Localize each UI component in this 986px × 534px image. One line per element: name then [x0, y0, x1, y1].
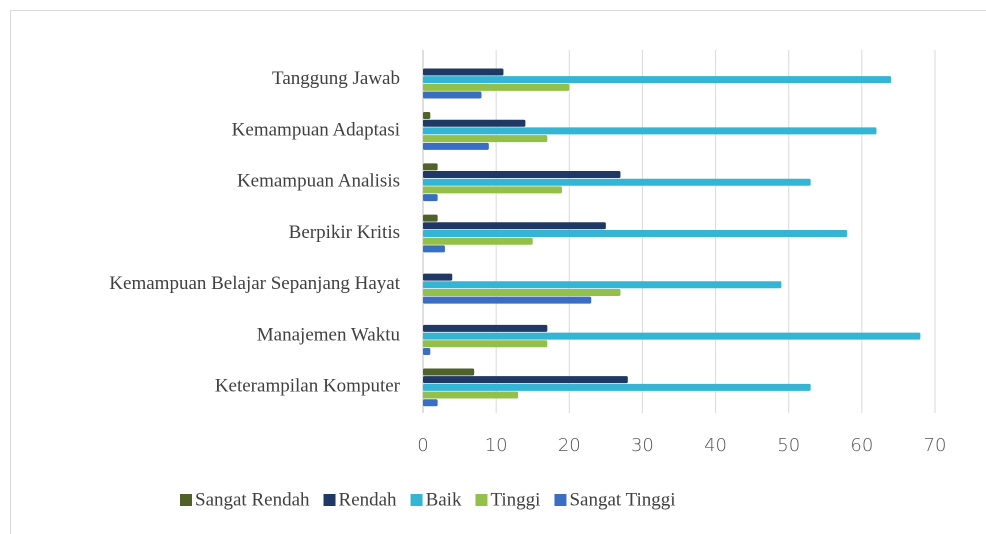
- legend-swatch: [475, 494, 488, 506]
- bar: [423, 91, 482, 99]
- legend-label: Sangat Tinggi: [569, 489, 675, 510]
- legend: Sangat Rendah Rendah Baik Tinggi Sangat Ting…: [180, 489, 676, 510]
- legend-swatch: [410, 494, 423, 506]
- legend-swatch: [180, 494, 192, 506]
- x-tick-label: 0: [417, 435, 428, 456]
- bar: [423, 68, 504, 76]
- bar: [423, 194, 438, 202]
- legend-label: Rendah: [339, 489, 398, 510]
- bar: [423, 214, 438, 222]
- bar: [423, 135, 548, 143]
- x-tick-label: 20: [558, 435, 581, 456]
- y-tick-label: Berpikir Kritis: [289, 222, 400, 243]
- bar: [423, 383, 811, 391]
- x-tick-label: 50: [777, 435, 800, 456]
- bar: [423, 245, 445, 253]
- bar: [423, 163, 438, 171]
- y-tick-label: Kemampuan Belajar Sepanjang Hayat: [109, 273, 400, 294]
- bar: [423, 237, 533, 245]
- bar: [423, 142, 489, 150]
- bar: [423, 340, 548, 348]
- bar: [423, 391, 519, 399]
- bar: [423, 76, 892, 84]
- bar: [423, 281, 782, 289]
- chart-frame: [10, 10, 986, 534]
- y-tick-label: Kemampuan Adaptasi: [232, 119, 400, 140]
- y-tick-label: Manajemen Waktu: [257, 324, 401, 345]
- legend-label: Sangat Rendah: [195, 489, 310, 510]
- x-tick-label: 30: [631, 435, 654, 456]
- legend-label: Tinggi: [490, 489, 540, 510]
- bar: [423, 178, 811, 186]
- bar: [423, 399, 438, 407]
- bar: [423, 127, 877, 135]
- legend-label: Baik: [426, 489, 462, 510]
- bar: [423, 368, 475, 376]
- bar: [423, 273, 453, 281]
- bar: [423, 230, 848, 237]
- y-tick-label: Keterampilan Komputer: [215, 376, 401, 397]
- bar: [423, 83, 570, 91]
- bar: [423, 376, 628, 384]
- legend-swatch: [323, 494, 336, 506]
- y-tick-label: Tanggung Jawab: [272, 68, 400, 89]
- bar: [423, 171, 621, 179]
- x-tick-label: 70: [924, 435, 947, 456]
- bar: [423, 288, 621, 296]
- bar: [423, 347, 431, 355]
- bar: [423, 332, 921, 340]
- bar: [423, 324, 548, 332]
- x-tick-label: 40: [704, 435, 727, 456]
- bar: [423, 222, 606, 230]
- x-tick-label: 60: [850, 435, 873, 456]
- legend-swatch: [554, 494, 567, 506]
- bar: [423, 186, 562, 194]
- bar: [423, 119, 526, 127]
- y-tick-label: Kemampuan Analisis: [237, 171, 400, 192]
- x-tick-label: 10: [485, 435, 508, 456]
- bar: [423, 112, 431, 120]
- bar: [423, 296, 592, 304]
